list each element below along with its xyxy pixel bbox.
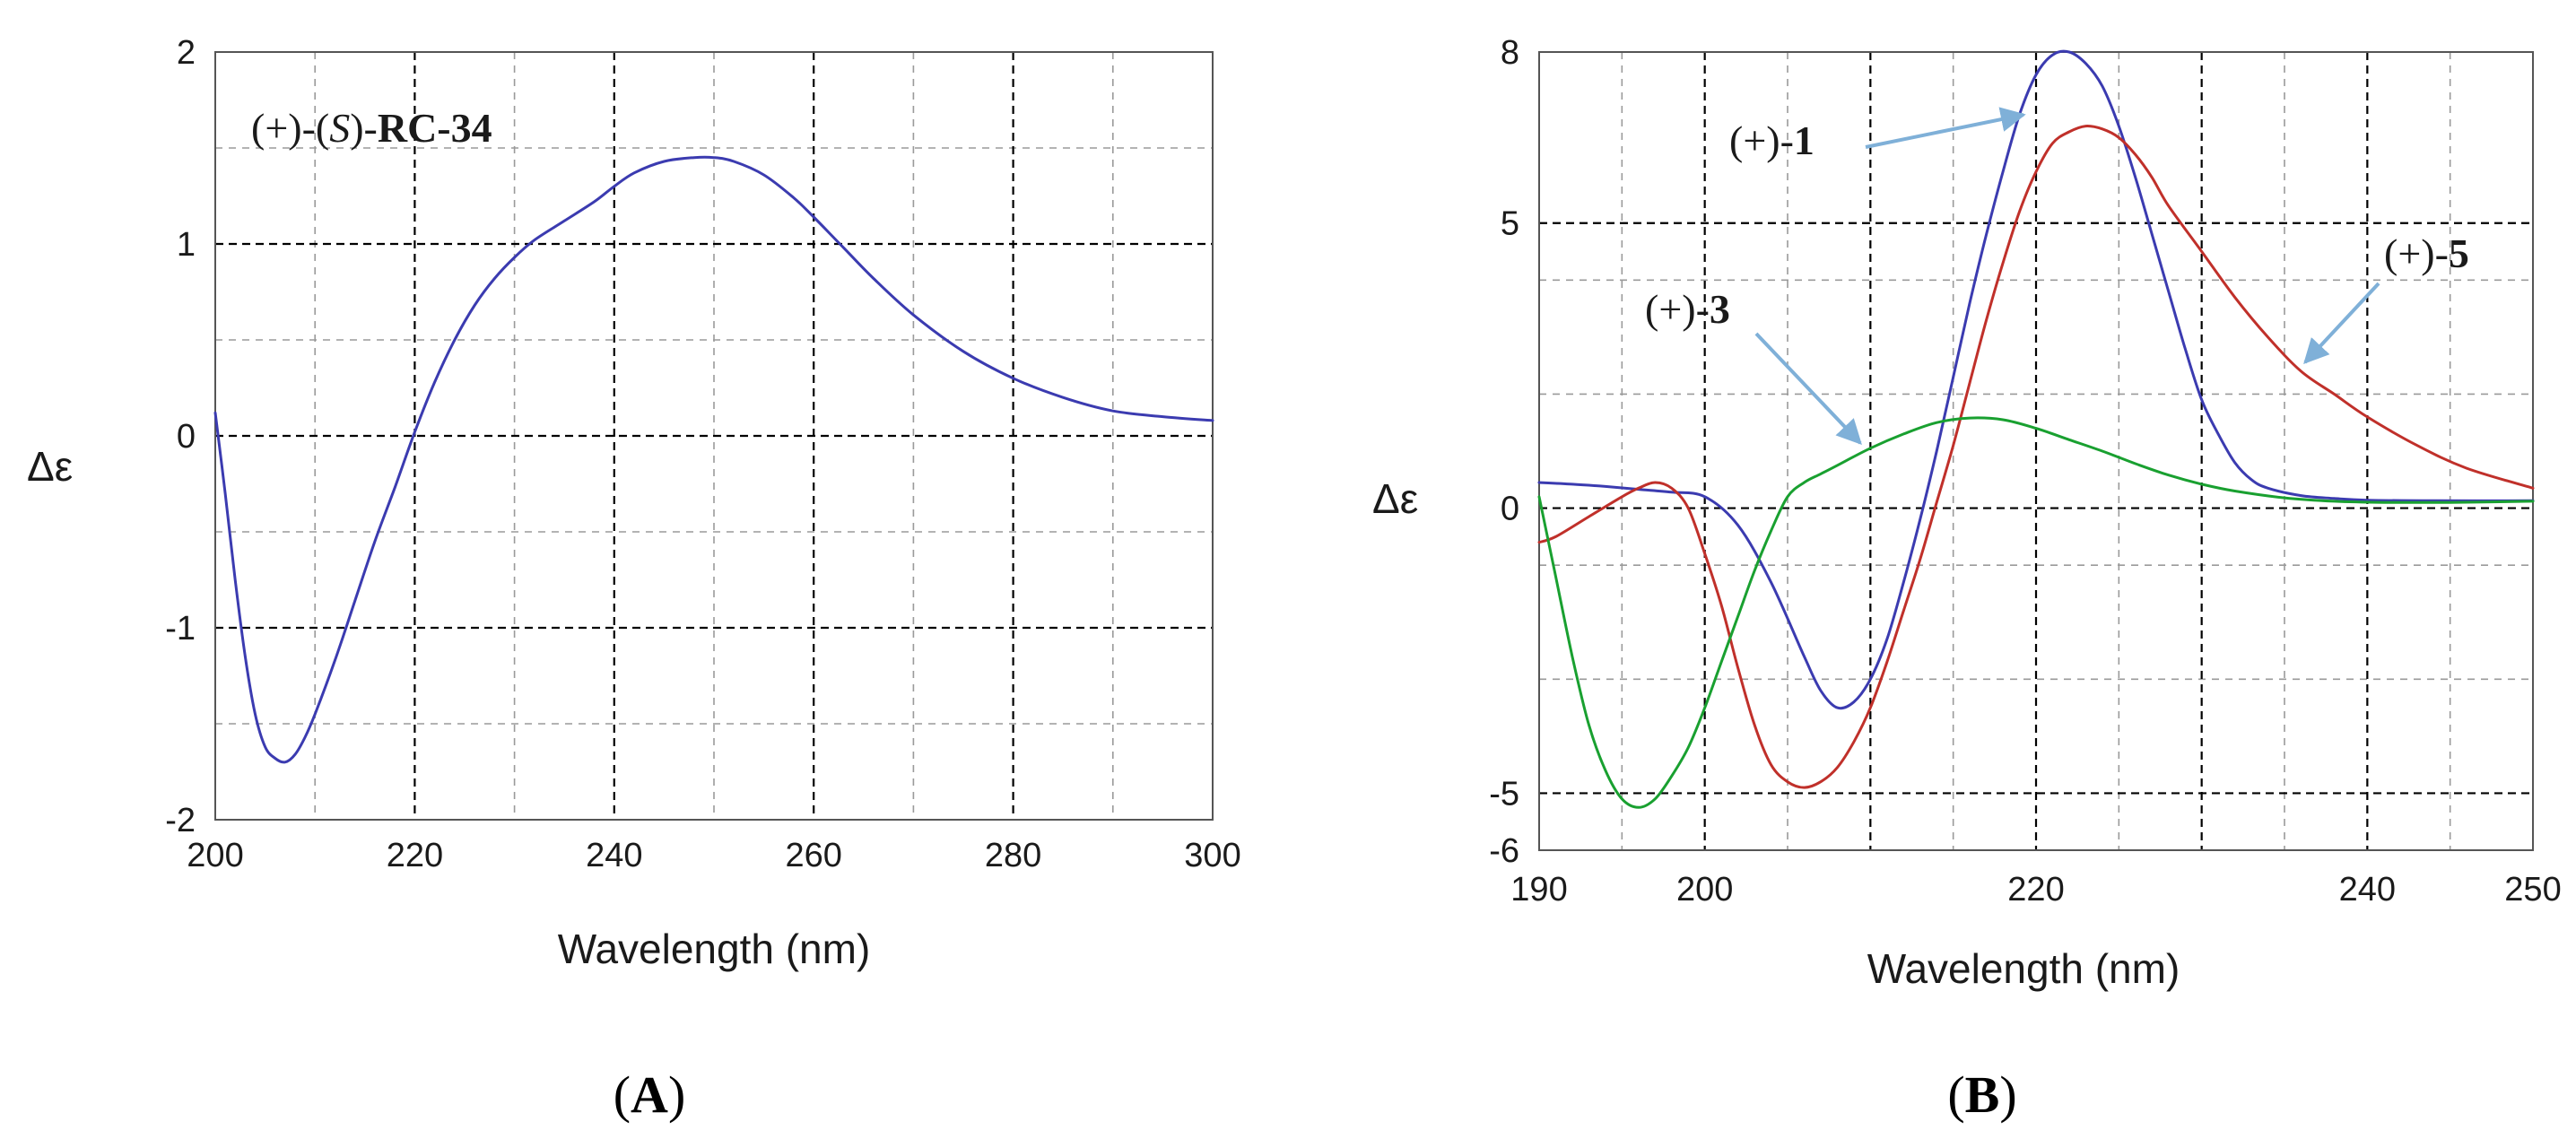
chart-b-y-axis-label: Δε bbox=[1372, 475, 1418, 522]
chart-b-plot-frame bbox=[1538, 51, 2534, 851]
chart-a-gridlines bbox=[215, 52, 1213, 820]
chart-b-y-tick-label: 8 bbox=[1501, 34, 1519, 72]
panel-label-b: (B) bbox=[1947, 1065, 2016, 1124]
chart-b-annotation-5-prefix: (+)- bbox=[2384, 230, 2449, 276]
chart-b-annotation-1-bold: 1 bbox=[1794, 117, 1815, 163]
chart-b-series-line-1 bbox=[1537, 49, 2535, 710]
chart-b-x-axis-label: Wavelength (nm) bbox=[1867, 945, 2180, 992]
chart-a-x-tick-label: 200 bbox=[187, 837, 243, 874]
chart-b-tick-labels: 190 200 220 240 250 8 5 0 -5 -6 bbox=[1489, 34, 2562, 909]
chart-a-annotation-prefix: (+)-( bbox=[251, 105, 329, 151]
chart-a-plot-frame bbox=[214, 51, 1214, 821]
chart-a-x-axis-label: Wavelength (nm) bbox=[558, 926, 871, 972]
chart-a-x-tick-label: 300 bbox=[1184, 837, 1240, 874]
chart-b-x-tick-label: 200 bbox=[1676, 871, 1733, 909]
chart-a-y-tick-label: -1 bbox=[165, 610, 196, 648]
chart-a-annotation-bold: RC-34 bbox=[378, 105, 492, 151]
panel-label-a-close: ) bbox=[668, 1065, 685, 1124]
chart-b-y-tick-label: 5 bbox=[1501, 205, 1519, 243]
chart-b-y-tick-label: -5 bbox=[1489, 775, 1519, 813]
chart-a-x-tick-label: 220 bbox=[387, 837, 443, 874]
chart-a-series-group bbox=[213, 155, 1214, 764]
chart-a-series-line-s-rc-34 bbox=[213, 155, 1214, 764]
chart-b-annotation-5: (+)-5 bbox=[2384, 230, 2469, 276]
panel-label-a-letter: A bbox=[631, 1065, 668, 1124]
panel-label-b-letter: B bbox=[1965, 1065, 2000, 1124]
chart-b-x-tick-label: 190 bbox=[1510, 871, 1567, 909]
chart-a-y-axis-label: Δε bbox=[27, 443, 73, 490]
chart-b-series-group bbox=[1537, 49, 2535, 809]
chart-b-annotation-3-prefix: (+)- bbox=[1645, 286, 1710, 332]
chart-a-y-tick-label: 0 bbox=[177, 418, 196, 456]
chart-b-annotation-1-prefix: (+)- bbox=[1729, 117, 1794, 163]
chart-a-y-tick-label: 2 bbox=[177, 34, 196, 72]
chart-a-y-tick-label: 1 bbox=[177, 226, 196, 264]
chart-a-annotation-italic: S bbox=[329, 105, 350, 151]
chart-b-x-tick-label: 240 bbox=[2339, 871, 2396, 909]
panel-label-b-open: ( bbox=[1947, 1065, 1964, 1124]
panel-label-a: (A) bbox=[614, 1065, 686, 1124]
chart-b-x-tick-label: 220 bbox=[2007, 871, 2064, 909]
panel-label-b-close: ) bbox=[1999, 1065, 2016, 1124]
chart-b-annotation-5-bold: 5 bbox=[2449, 230, 2469, 276]
chart-a-annotation: (+)-(S)-RC-34 bbox=[251, 105, 492, 151]
chart-b-series-line-3 bbox=[1537, 416, 2535, 809]
panel-label-a-open: ( bbox=[614, 1065, 631, 1124]
chart-b-y-tick-label: -6 bbox=[1489, 832, 1519, 870]
chart-b-series-line-5 bbox=[1537, 125, 2535, 789]
chart-b-annotation-3-bold: 3 bbox=[1710, 286, 1730, 332]
chart-a-x-tick-label: 240 bbox=[586, 837, 642, 874]
chart-a-x-tick-label: 260 bbox=[785, 837, 841, 874]
chart-a-annotation-mid: )- bbox=[350, 105, 378, 151]
chart-b-gridlines bbox=[1539, 52, 2533, 850]
chart-b-y-tick-label: 0 bbox=[1501, 491, 1519, 528]
arrow-compound-3 bbox=[1754, 332, 1862, 446]
chart-b-x-tick-label: 250 bbox=[2504, 871, 2561, 909]
chart-a-y-tick-label: -2 bbox=[165, 802, 196, 839]
chart-b-annotation-1: (+)-1 bbox=[1729, 117, 1815, 163]
chart-a-x-tick-label: 280 bbox=[985, 837, 1041, 874]
chart-a-tick-labels: 200 220 240 260 280 300 -2 -1 0 1 2 bbox=[165, 34, 1241, 874]
arrow-compound-5 bbox=[2303, 282, 2380, 365]
chart-b-annotation-3: (+)-3 bbox=[1645, 286, 1730, 332]
arrow-compound-1 bbox=[1865, 107, 2026, 149]
